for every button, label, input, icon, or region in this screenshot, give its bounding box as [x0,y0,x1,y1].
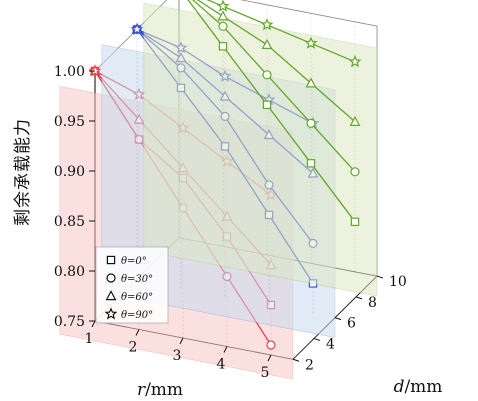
d-tick-label: 10 [389,274,407,290]
r-tick-label: 4 [217,357,226,373]
data-point-circle [306,118,316,128]
data-point-square [218,42,228,51]
z-axis-label: 剩余承载能力 [13,118,33,226]
legend-label: θ=0° [121,256,147,267]
z-tick-label: 0.90 [54,164,85,180]
y-axis-variable: d [394,377,405,397]
data-point-square [262,100,272,109]
data-point-circle [262,70,272,80]
data-point-star [216,0,230,12]
r-tick [267,354,272,362]
legend-label: θ=90° [121,310,153,321]
plane-group-d10 [143,0,378,297]
legend: θ=0° θ=30° θ=60° θ=90° [95,246,169,324]
r-tick-label: 1 [85,331,94,347]
y-axis-label: d/mm [394,377,443,397]
d-tick-label: 8 [368,295,377,311]
z-tick-label: 1.00 [54,64,85,80]
data-point-square [350,217,360,226]
z-tick-label: 0.85 [54,214,85,230]
r-tick-label: 2 [129,340,138,356]
data-point-triangle [305,77,317,88]
plane-d10 [143,2,378,297]
r-tick [91,320,96,328]
legend-label: θ=60° [121,292,153,303]
data-point-triangle [349,115,361,127]
r-tick [179,337,184,345]
data-point-circle [106,273,116,283]
z-tick-label: 0.80 [54,264,85,280]
d-tick [292,358,300,362]
data-point-star [304,36,318,49]
legend-label: θ=30° [121,274,153,285]
data-point-triangle [217,10,229,21]
legend-markers [104,255,118,320]
data-point-circle [218,21,228,31]
d-tick-label: 2 [305,357,314,373]
d-tick [355,296,363,300]
z-tick-label: 0.95 [54,114,85,130]
data-point-triangle [105,290,117,301]
data-point-triangle [261,38,273,50]
data-point-star [348,55,362,68]
data-point-square [106,255,116,265]
d-tick [334,317,342,321]
r-tick-label: 5 [261,365,270,381]
data-point-circle [266,340,276,350]
data-point-star [260,18,274,31]
r-tick [135,329,140,336]
data-point-square [306,159,316,168]
y-axis-unit: /mm [404,377,442,397]
d-tick [313,337,321,341]
x-axis-unit: /mm [145,380,183,400]
d-tick-label: 6 [347,316,356,332]
r-tick [223,346,228,353]
data-point-circle [350,167,360,177]
x-axis-label: r/mm [137,380,183,400]
d-tick [376,275,384,279]
data-point-star [104,307,118,320]
z-tick-label: 0.75 [54,314,85,330]
x-axis-variable: r [137,380,146,400]
d-tick-label: 4 [326,336,335,352]
r-tick-label: 3 [173,348,182,364]
data-point-star [130,22,144,35]
